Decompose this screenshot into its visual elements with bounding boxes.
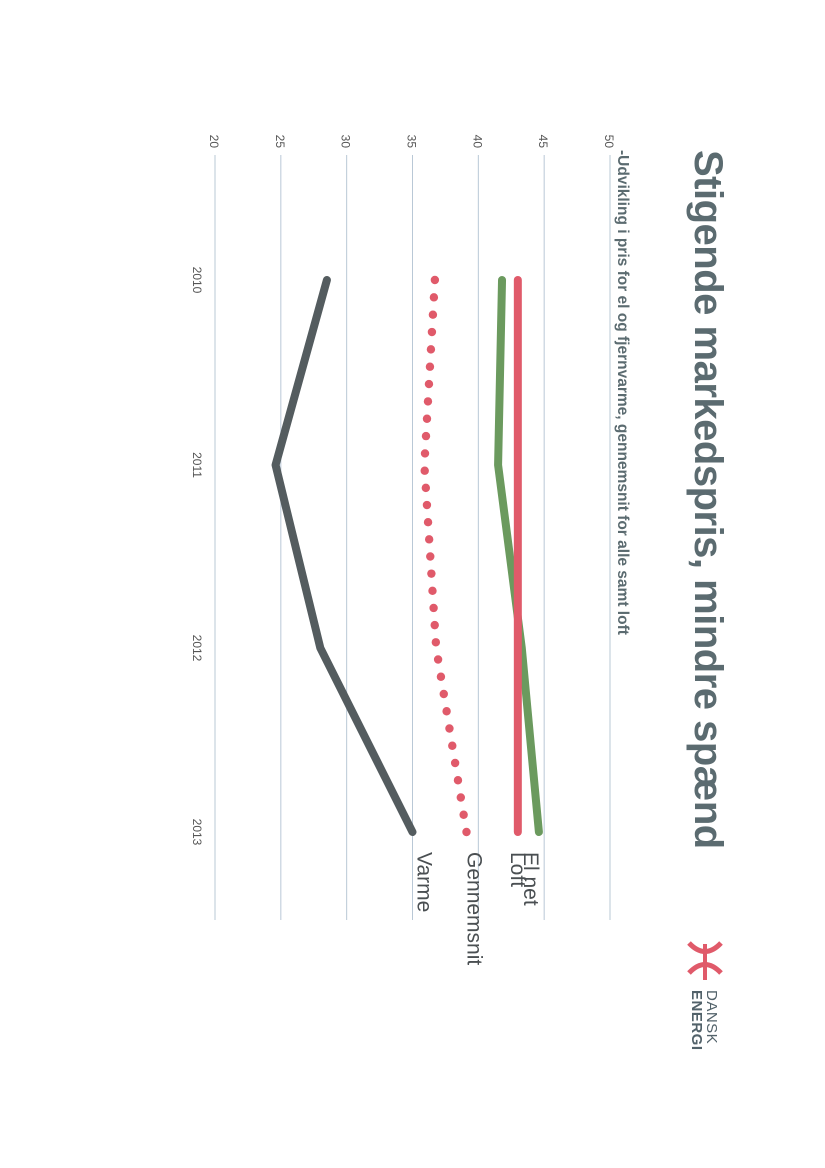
series-el-net bbox=[494, 276, 543, 836]
series-gennemsnit-dot bbox=[420, 466, 429, 475]
series-gennemsnit-dot bbox=[429, 603, 438, 613]
series-gennemsnit-dot bbox=[422, 414, 432, 423]
dansk-energi-logo: DANSK ENERGI bbox=[685, 940, 725, 1100]
series-label-varme: Varme bbox=[413, 852, 436, 912]
axis-ticks: 20 25 30 35 40 45 50 2010 2011 2012 2013 bbox=[190, 135, 616, 846]
series-gennemsnit-dot bbox=[424, 535, 434, 544]
series-label-gennemsnit: Gennemsnit bbox=[462, 852, 485, 965]
series-gennemsnit-dot bbox=[453, 776, 463, 785]
series-gennemsnit bbox=[420, 275, 471, 837]
series-gennemsnit-dot bbox=[462, 827, 471, 837]
series-lines bbox=[271, 275, 543, 837]
series-gennemsnit-dot bbox=[459, 810, 468, 819]
y-tick-label-30: 30 bbox=[339, 135, 353, 149]
series-gennemsnit-dot bbox=[424, 379, 434, 389]
y-tick-label-20: 20 bbox=[207, 135, 221, 149]
series-gennemsnit-dot bbox=[427, 569, 436, 578]
series-gennemsnit-dot bbox=[430, 275, 440, 285]
series-gennemsnit-dot bbox=[450, 758, 460, 768]
series-gennemsnit-dot bbox=[423, 397, 433, 406]
y-tick-label-35: 35 bbox=[405, 135, 419, 149]
series-gennemsnit-dot bbox=[423, 517, 433, 527]
series-gennemsnit-dot bbox=[425, 362, 435, 371]
y-tick-label-25: 25 bbox=[273, 135, 287, 149]
series-gennemsnit-dot bbox=[431, 638, 441, 647]
series-gennemsnit-dot bbox=[433, 655, 443, 664]
series-gennemsnit-dot bbox=[426, 345, 436, 354]
y-tick-label-45: 45 bbox=[536, 135, 550, 149]
series-gennemsnit-dot bbox=[420, 449, 430, 458]
x-tick-label-2011: 2011 bbox=[190, 452, 204, 478]
series-label-loft: Loft bbox=[506, 852, 529, 887]
dansk-energi-logo-mark-icon bbox=[687, 941, 723, 980]
y-tick-label-40: 40 bbox=[470, 135, 484, 149]
series-gennemsnit-dot bbox=[442, 707, 451, 716]
series-gennemsnit-dot bbox=[430, 620, 439, 630]
series-gennemsnit-dot bbox=[421, 483, 431, 493]
series-gennemsnit-dot bbox=[426, 552, 435, 561]
y-tick-label-50: 50 bbox=[602, 135, 616, 149]
x-tick-label-2012: 2012 bbox=[190, 635, 204, 662]
series-gennemsnit-dot bbox=[445, 724, 454, 733]
series-gennemsnit-dot bbox=[427, 327, 437, 337]
x-tick-label-2010: 2010 bbox=[190, 267, 204, 294]
series-gennemsnit-dot bbox=[428, 310, 438, 319]
series-label-el-net: El net bbox=[519, 852, 542, 906]
series-gennemsnit-dot bbox=[456, 793, 466, 802]
series-varme bbox=[271, 276, 417, 836]
series-gennemsnit-dot bbox=[421, 431, 431, 441]
series-gennemsnit-dot bbox=[436, 672, 446, 681]
series-gennemsnit-dot bbox=[448, 741, 457, 750]
series-gennemsnit-dot bbox=[429, 293, 439, 302]
series-gennemsnit-dot bbox=[439, 689, 448, 699]
grid-lines bbox=[214, 155, 611, 920]
series-gennemsnit-dot bbox=[422, 500, 432, 510]
x-tick-label-2013: 2013 bbox=[190, 819, 204, 846]
series-gennemsnit-dot bbox=[428, 586, 437, 596]
